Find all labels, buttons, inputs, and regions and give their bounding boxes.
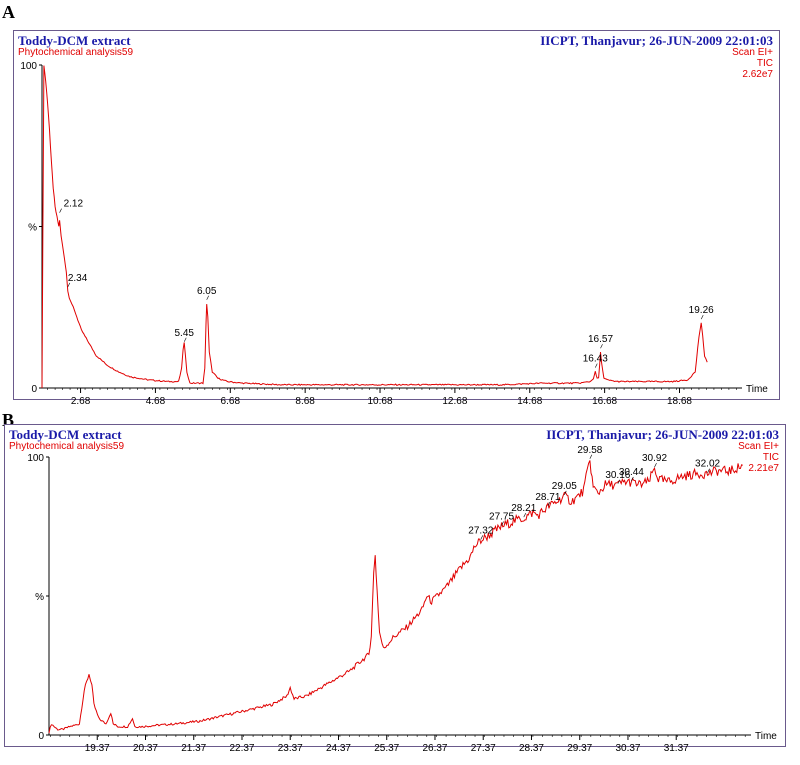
peak-label: 27.32 (468, 525, 493, 536)
scan-intensity: 2.62e7 (742, 69, 773, 80)
scan-trace: TIC (762, 452, 779, 463)
x-tick-label: 14.68 (517, 396, 542, 407)
peak-label: 29.05 (552, 481, 577, 492)
instrument-header: IICPT, Thanjavur; 26-JUN-2009 22:01:03 (540, 33, 773, 48)
chart-title: Toddy-DCM extract (18, 33, 131, 48)
x-tick-label: 6.68 (221, 396, 241, 407)
chromatogram-plot-b: 100% 0 19.37 20.37 21.37 22.37 23.37 24.37 25.37… (27, 445, 777, 754)
x-tick-label: 20.37 (133, 743, 158, 754)
instrument-header: IICPT, Thanjavur; 26-JUN-2009 22:01:03 (546, 427, 779, 442)
x-tick-label: 23.37 (278, 743, 303, 754)
peak-label-leader (480, 535, 484, 540)
peak-label: 16.57 (588, 334, 613, 345)
peak-label-leader (600, 344, 603, 349)
peak-label: 29.58 (577, 445, 602, 456)
peak-label: 28.21 (511, 503, 536, 514)
peak-label: 30.44 (619, 467, 644, 478)
chart-subtitle: Phytochemical analysis59 (9, 441, 125, 452)
y-tick-label: 0 (31, 384, 37, 395)
peak-label-leader (183, 337, 187, 342)
peak-label: 16.43 (583, 354, 608, 365)
peak-label: 5.45 (175, 328, 195, 339)
peak-label-leader (523, 513, 527, 518)
peak-label-leader (589, 454, 593, 459)
series-line (48, 460, 743, 734)
x-tick-label: 24.37 (326, 743, 351, 754)
x-tick-label: 21.37 (181, 743, 206, 754)
peak-label: 30.92 (642, 453, 667, 464)
x-tick-label: 30.37 (615, 743, 640, 754)
x-tick-label: 10.68 (368, 396, 393, 407)
scan-mode: Scan EI+ (732, 47, 773, 58)
chart-title: Toddy-DCM extract (9, 427, 122, 442)
peak-label: 30.16 (605, 470, 630, 481)
peak-label-leader (617, 479, 621, 484)
scan-trace: TIC (756, 58, 773, 69)
chromatogram-plot-a: 100% 0 2.68 4.68 6.68 8.68 10.68 12.68 14.68 16.6… (20, 61, 768, 407)
x-axis-label: Time (755, 731, 777, 742)
scan-info: Scan EI+ TIC 2.21e7 (738, 441, 779, 474)
peak-label: 32.02 (695, 459, 720, 470)
x-tick-label: 29.37 (567, 743, 592, 754)
peak-label: 6.05 (197, 286, 217, 297)
x-tick-label: 2.68 (71, 396, 91, 407)
x-axis-label: Time (746, 384, 768, 395)
scan-mode: Scan EI+ (738, 441, 779, 452)
y-tick-label: % (35, 592, 44, 603)
x-tick-label: 18.68 (667, 396, 692, 407)
peak-label: 2.12 (64, 199, 84, 210)
y-tick-label: 0 (38, 731, 44, 742)
x-tick-label: 27.37 (471, 743, 496, 754)
peak-label: 2.34 (68, 273, 88, 284)
x-tick-label: 8.68 (295, 396, 315, 407)
x-tick-label: 28.37 (519, 743, 544, 754)
peak-label-leader (707, 468, 710, 473)
y-tick-label: % (28, 223, 37, 234)
x-tick-label: 25.37 (374, 743, 399, 754)
x-tick-label: 22.37 (229, 743, 254, 754)
peak-label: 28.71 (535, 492, 560, 503)
peak-label-leader (206, 295, 209, 300)
peak-label-leader (631, 476, 634, 482)
scan-info: Scan EI+ TIC 2.62e7 (732, 47, 773, 80)
x-tick-label: 12.68 (442, 396, 467, 407)
peak-label-leader (594, 363, 598, 368)
y-tick-label: 100 (27, 453, 44, 464)
x-tick-label: 4.68 (146, 396, 166, 407)
peak-label-leader (547, 501, 551, 507)
scan-intensity: 2.21e7 (748, 463, 779, 474)
chromatogram-panel-a: Toddy-DCM extract Phytochemical analysis… (13, 30, 780, 407)
peak-label-leader (564, 490, 567, 496)
x-tick-label: 31.37 (664, 743, 689, 754)
peak-label-leader (59, 208, 62, 213)
chromatogram-panel-b: Toddy-DCM extract Phytochemical analysis… (4, 424, 786, 754)
peak-label: 27.75 (489, 512, 514, 523)
peak-label-leader (700, 315, 704, 320)
peak-label-leader (654, 462, 657, 468)
chart-subtitle: Phytochemical analysis59 (18, 47, 134, 58)
panel-label-a: A (2, 2, 15, 22)
peak-label-leader (67, 282, 71, 288)
peak-label-leader (501, 521, 504, 526)
x-tick-label: 16.68 (592, 396, 617, 407)
series-line (41, 65, 708, 389)
peak-label: 19.26 (689, 305, 714, 316)
y-tick-label: 100 (20, 61, 37, 72)
x-tick-label: 26.37 (422, 743, 447, 754)
x-tick-label: 19.37 (85, 743, 110, 754)
